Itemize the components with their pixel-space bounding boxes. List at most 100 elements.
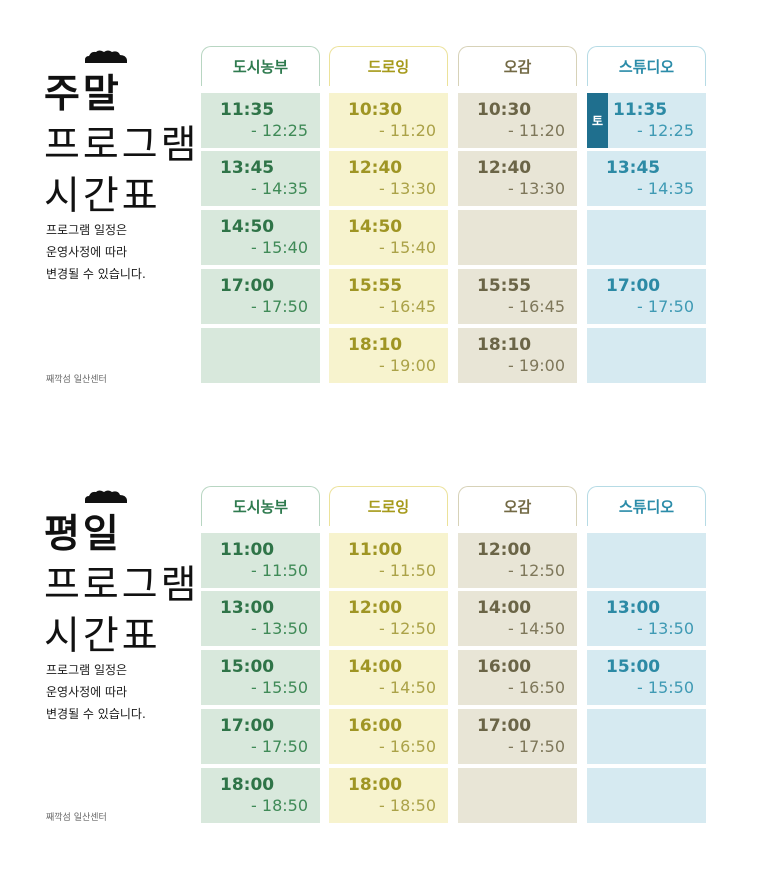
slot-start-time: 14:50 (348, 217, 403, 237)
time-slot-cell: 10:30- 11:20 (329, 93, 448, 148)
slot-end-time: - 15:40 (379, 238, 436, 257)
slot-start-time: 12:00 (477, 540, 532, 560)
time-slot-cell: 12:00- 12:50 (458, 533, 577, 588)
slot-end-time: - 17:50 (251, 297, 308, 316)
weekday-title-line-3: 시간표 (44, 614, 161, 659)
slot-start-time: 11:35 (220, 100, 275, 120)
weekend-title-line-1: 주말 (44, 72, 122, 117)
weekend-center-name: 째깍섬 일산센터 (46, 375, 107, 385)
slot-end-time: - 12:25 (251, 121, 308, 140)
slot-end-time: - 14:35 (251, 179, 308, 198)
time-slot-cell: 15:00- 15:50 (587, 650, 706, 705)
slot-end-time: - 15:50 (637, 678, 694, 697)
time-slot-cell (201, 328, 320, 383)
slot-start-time: 14:00 (477, 598, 532, 618)
weekend-title: 주말 프로그램 시간표 (44, 69, 200, 222)
slot-end-time: - 18:50 (379, 796, 436, 815)
program-header-droing: 드로잉 (329, 46, 448, 86)
slot-start-time: 17:00 (606, 276, 661, 296)
slot-end-time: - 16:50 (508, 678, 565, 697)
slot-end-time: - 18:50 (251, 796, 308, 815)
weekday-section: 평일 프로그램 시간표 프로그램 일정은 운영사정에 따라 변경될 수 있습니다… (0, 440, 773, 840)
slot-end-time: - 17:50 (637, 297, 694, 316)
slot-end-time: - 12:50 (379, 619, 436, 638)
time-slot-cell: 18:10- 19:00 (329, 328, 448, 383)
slot-end-time: - 11:20 (379, 121, 436, 140)
weekday-schedule-note: 프로그램 일정은 운영사정에 따라 변경될 수 있습니다. (46, 659, 146, 725)
note-line-1: 프로그램 일정은 (46, 223, 128, 237)
weekday-title: 평일 프로그램 시간표 (44, 509, 200, 662)
slot-end-time: - 17:50 (251, 737, 308, 756)
time-slot-cell (587, 709, 706, 764)
slot-start-time: 12:00 (348, 598, 403, 618)
time-slot-cell: 17:00- 17:50 (201, 269, 320, 324)
weekend-title-line-2: 프로그램 (44, 123, 200, 168)
slot-end-time: - 16:45 (508, 297, 565, 316)
slot-start-time: 15:55 (348, 276, 403, 296)
slot-end-time: - 11:50 (379, 561, 436, 580)
slot-start-time: 14:50 (220, 217, 275, 237)
slot-end-time: - 16:45 (379, 297, 436, 316)
program-header-farm: 도시농부 (201, 46, 320, 86)
time-slot-cell: 14:50- 15:40 (201, 210, 320, 265)
time-slot-cell (587, 210, 706, 265)
weekend-schedule-note: 프로그램 일정은 운영사정에 따라 변경될 수 있습니다. (46, 219, 146, 285)
time-slot-cell: 14:50- 15:40 (329, 210, 448, 265)
time-slot-cell (587, 328, 706, 383)
slot-start-time: 17:00 (220, 276, 275, 296)
time-slot-cell: 18:00- 18:50 (201, 768, 320, 823)
slot-start-time: 15:00 (220, 657, 275, 677)
time-slot-cell: 15:55- 16:45 (458, 269, 577, 324)
slot-start-time: 17:00 (477, 716, 532, 736)
slot-end-time: - 15:40 (251, 238, 308, 257)
island-logo-icon (85, 490, 127, 503)
time-slot-cell: 15:00- 15:50 (201, 650, 320, 705)
slot-start-time: 13:45 (606, 158, 661, 178)
slot-end-time: - 16:50 (379, 737, 436, 756)
weekday-center-name: 째깍섬 일산센터 (46, 813, 107, 823)
slot-start-time: 10:30 (348, 100, 403, 120)
program-header-farm: 도시농부 (201, 486, 320, 526)
time-slot-cell: 17:00- 17:50 (201, 709, 320, 764)
slot-end-time: - 12:50 (508, 561, 565, 580)
weekday-title-line-2: 프로그램 (44, 563, 200, 608)
slot-start-time: 16:00 (348, 716, 403, 736)
slot-start-time: 16:00 (477, 657, 532, 677)
program-header-studio: 스튜디오 (587, 46, 706, 86)
slot-end-time: - 13:50 (251, 619, 308, 638)
slot-end-time: - 19:00 (508, 356, 565, 375)
time-slot-cell: 11:00- 11:50 (329, 533, 448, 588)
weekend-side-panel: 주말 프로그램 시간표 프로그램 일정은 운영사정에 따라 변경될 수 있습니다… (0, 0, 200, 400)
note-line-3: 변경될 수 있습니다. (46, 707, 146, 721)
time-slot-cell: 12:40- 13:30 (329, 151, 448, 206)
time-slot-cell: 18:00- 18:50 (329, 768, 448, 823)
time-slot-cell: 17:00- 17:50 (587, 269, 706, 324)
slot-start-time: 18:00 (220, 775, 275, 795)
saturday-badge: 토 (587, 93, 608, 148)
time-slot-cell: 18:10- 19:00 (458, 328, 577, 383)
time-slot-cell: 10:30- 11:20 (458, 93, 577, 148)
slot-end-time: - 11:50 (251, 561, 308, 580)
time-slot-cell: 13:45- 14:35 (201, 151, 320, 206)
slot-end-time: - 17:50 (508, 737, 565, 756)
slot-end-time: - 13:30 (508, 179, 565, 198)
slot-end-time: - 15:50 (251, 678, 308, 697)
program-header-ogam: 오감 (458, 486, 577, 526)
slot-start-time: 12:40 (348, 158, 403, 178)
slot-end-time: - 13:50 (637, 619, 694, 638)
slot-end-time: - 14:50 (379, 678, 436, 697)
weekend-section: 주말 프로그램 시간표 프로그램 일정은 운영사정에 따라 변경될 수 있습니다… (0, 0, 773, 400)
slot-start-time: 18:10 (477, 335, 532, 355)
slot-start-time: 11:00 (220, 540, 275, 560)
note-line-2: 운영사정에 따라 (46, 245, 128, 259)
time-slot-cell: 13:45- 14:35 (587, 151, 706, 206)
weekend-title-line-3: 시간표 (44, 174, 161, 219)
weekday-title-line-1: 평일 (44, 512, 122, 557)
time-slot-cell: 11:35- 12:25 (201, 93, 320, 148)
time-slot-cell: 13:00- 13:50 (201, 591, 320, 646)
slot-start-time: 13:45 (220, 158, 275, 178)
time-slot-cell: 14:00- 14:50 (329, 650, 448, 705)
slot-start-time: 14:00 (348, 657, 403, 677)
time-slot-cell (587, 533, 706, 588)
time-slot-cell: 16:00- 16:50 (458, 650, 577, 705)
